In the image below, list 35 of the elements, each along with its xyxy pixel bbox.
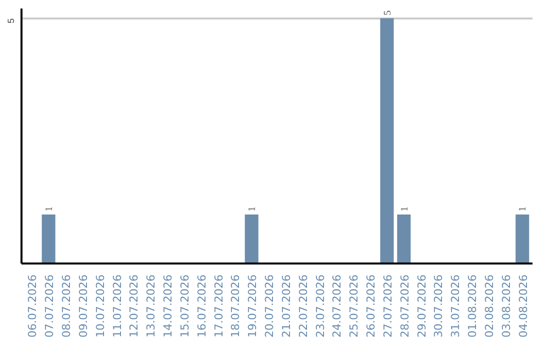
x-tick-label: 21.07.2026 bbox=[280, 274, 293, 338]
x-tick-label: 19.07.2026 bbox=[246, 274, 260, 338]
x-tick-label: 07.07.2026 bbox=[43, 274, 56, 338]
x-tick-label: 17.07.2026 bbox=[212, 274, 226, 338]
x-tick-label: 09.07.2026 bbox=[76, 274, 90, 338]
data-label: 5 bbox=[382, 10, 394, 16]
x-tick-label: 28.07.2026 bbox=[398, 274, 412, 338]
x-tick-label: 24.07.2026 bbox=[330, 274, 344, 338]
x-tick-label: 02.08.2026 bbox=[483, 274, 496, 338]
x-tick-label: 06.07.2026 bbox=[26, 274, 40, 338]
x-tick-label: 13.07.2026 bbox=[144, 274, 158, 338]
x-tick-label: 14.07.2026 bbox=[162, 274, 175, 338]
x-tick-label: 08.07.2026 bbox=[60, 274, 73, 338]
x-tick-label: 03.08.2026 bbox=[500, 274, 513, 338]
x-tick-label: 31.07.2026 bbox=[449, 274, 462, 338]
x-tick-label: 04.08.2026 bbox=[516, 274, 530, 338]
x-tick-label: 18.07.2026 bbox=[229, 274, 242, 338]
x-tick-label: 23.07.2026 bbox=[314, 274, 327, 338]
x-tick-label: 27.07.2026 bbox=[381, 274, 394, 338]
x-tick-label: 15.07.2026 bbox=[178, 274, 192, 338]
data-label: 1 bbox=[518, 206, 529, 212]
x-tick-label: 16.07.2026 bbox=[195, 274, 208, 338]
x-tick-label: 01.08.2026 bbox=[466, 274, 480, 338]
x-tick-label: 25.07.2026 bbox=[348, 274, 361, 338]
data-label: 1 bbox=[399, 206, 410, 212]
x-tick-label: 12.07.2026 bbox=[128, 274, 141, 338]
data-label: 1 bbox=[44, 206, 55, 212]
data-label: 1 bbox=[247, 206, 258, 212]
x-tick-label: 20.07.2026 bbox=[263, 274, 276, 338]
x-tick-label: 11.07.2026 bbox=[110, 274, 124, 338]
x-tick-label: 26.07.2026 bbox=[364, 274, 378, 338]
x-tick-label: 10.07.2026 bbox=[94, 274, 107, 338]
x-tick-label: 30.07.2026 bbox=[432, 274, 446, 338]
x-tick-label: 22.07.2026 bbox=[296, 274, 310, 338]
x-tick-label: 29.07.2026 bbox=[415, 274, 428, 338]
